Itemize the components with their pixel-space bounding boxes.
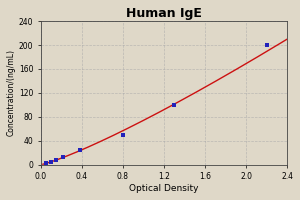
- Point: [264, 43, 269, 47]
- Point: [49, 160, 53, 163]
- Point: [77, 148, 82, 151]
- Point: [121, 133, 125, 136]
- Title: Human IgE: Human IgE: [126, 7, 202, 20]
- X-axis label: Optical Density: Optical Density: [129, 184, 199, 193]
- Point: [172, 103, 177, 106]
- Point: [54, 158, 58, 161]
- Point: [61, 156, 66, 159]
- Point: [44, 162, 48, 165]
- Y-axis label: Concentration/(ng/mL): Concentration/(ng/mL): [7, 49, 16, 136]
